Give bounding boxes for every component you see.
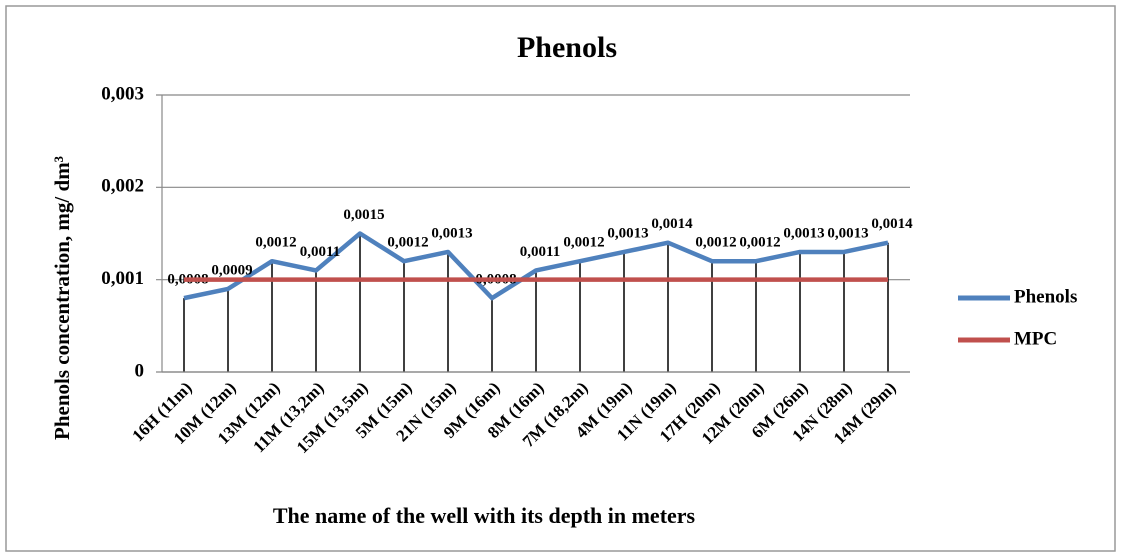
data-label: 0,0013 <box>431 225 472 241</box>
data-label: 0,0012 <box>563 235 604 251</box>
data-label: 0,0009 <box>211 262 252 278</box>
data-label: 0,0014 <box>871 216 913 232</box>
data-label: 0,0012 <box>387 235 428 251</box>
y-tick-label: 0,003 <box>101 83 144 104</box>
series-line <box>183 231 889 301</box>
legend-label: MPC <box>1014 328 1057 349</box>
data-label: 0,0011 <box>300 244 340 260</box>
data-label: 0,0012 <box>695 235 736 251</box>
data-label: 0,0012 <box>255 235 296 251</box>
chart-title: Phenols <box>517 31 617 64</box>
x-axis-title: The name of the well with its depth in m… <box>273 503 696 528</box>
data-label: 0,0012 <box>739 235 780 251</box>
data-label: 0,0013 <box>783 225 824 241</box>
y-tick-label: 0,002 <box>101 176 144 197</box>
data-label: 0,0015 <box>343 207 384 223</box>
legend-label: Phenols <box>1014 286 1077 307</box>
y-axis-title: Phenols concentration, mg/ dm³ <box>50 156 74 440</box>
y-tick-label: 0,001 <box>101 268 144 289</box>
data-label: 0,0013 <box>607 225 648 241</box>
data-label: 0,0013 <box>827 225 868 241</box>
data-label: 0,0011 <box>520 244 560 260</box>
y-tick-label: 0 <box>135 360 145 381</box>
data-label: 0,0014 <box>651 216 693 232</box>
